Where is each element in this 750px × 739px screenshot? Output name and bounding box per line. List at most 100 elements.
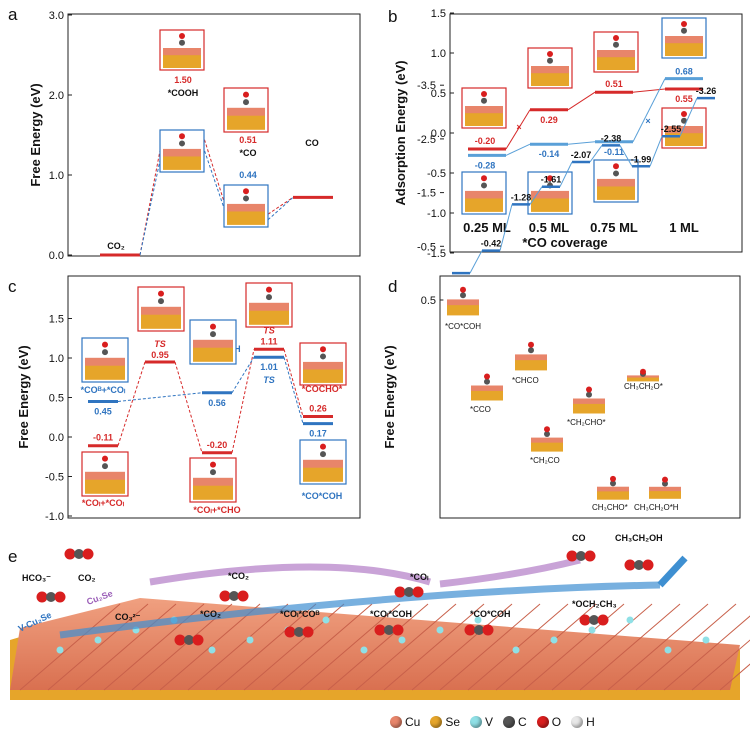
- state-label-cocoh: *CO*COH: [302, 491, 343, 501]
- structure-box-cu-layer: [531, 66, 569, 74]
- co2-top-label: *CO₂: [228, 571, 249, 581]
- y-tick-b-label: 0.5: [431, 88, 446, 100]
- structure-box-se-layer: [531, 195, 569, 212]
- value-label: -3.26: [696, 86, 717, 96]
- structure-box-oxygen: [547, 175, 553, 182]
- connector-red: [231, 349, 255, 453]
- vanadium-atom: [94, 636, 102, 644]
- vanadium-atom: [626, 616, 634, 624]
- structure-box: [661, 107, 707, 149]
- col-top-molecule: [394, 586, 424, 598]
- axes-frame-a: [67, 13, 361, 257]
- structure-box: [189, 319, 237, 365]
- panel-letter-c: c: [8, 277, 17, 296]
- structure-box: [299, 342, 347, 386]
- oxygen-atom: [464, 624, 476, 636]
- structure-box-oxygen: [481, 175, 487, 182]
- oxygen-atom: [624, 559, 636, 571]
- y-tick-d-label: 0.5: [421, 295, 436, 307]
- y-tick-b-label: 0.0: [431, 128, 446, 140]
- vanadium-atom: [474, 616, 482, 624]
- y-tick-b-label: 1.0: [431, 48, 446, 60]
- structure-box-cu-layer: [249, 302, 289, 311]
- structure-image-carbon: [460, 292, 466, 299]
- value-label: 0.51: [605, 79, 623, 89]
- structure-box-se-layer: [193, 482, 233, 500]
- colcoh-label: *COₗ*COH: [370, 609, 412, 619]
- co3-ads-label: CO₃²⁻: [115, 612, 141, 622]
- structure-box-cu-layer: [597, 178, 635, 187]
- structure-image-oxygen: [662, 476, 668, 483]
- atom-row-line: [299, 603, 401, 691]
- structure-box-oxygen: [481, 91, 487, 97]
- value-label: -2.07: [571, 150, 592, 160]
- atom-row-line: [187, 603, 289, 691]
- structure-box: [527, 47, 573, 89]
- structure-box-se-layer: [665, 130, 703, 146]
- structure-box: [137, 286, 185, 332]
- structure-image: [645, 475, 685, 501]
- atom-row-line: [75, 603, 177, 691]
- structure-box-se-layer: [665, 40, 703, 56]
- structure-image-cu-layer: [573, 398, 605, 404]
- ethanol-product-label: CH₃CH₂OH: [615, 533, 663, 543]
- y-tick-c-label: 1.5: [49, 314, 64, 326]
- structure-box: [461, 171, 507, 215]
- structure-box-se-layer: [227, 112, 265, 130]
- co2-molecule: [64, 548, 94, 560]
- legend-label: O: [551, 715, 562, 729]
- structure-box-oxygen: [102, 455, 108, 462]
- co2-gas-label: CO₂: [78, 573, 96, 583]
- value-label: -0.28: [475, 160, 496, 170]
- structure-box-carbon: [210, 469, 216, 476]
- y-tick-b-label: -0.5: [427, 168, 446, 180]
- legend-item-se: Se: [430, 715, 460, 729]
- ts-label: TS: [154, 339, 166, 349]
- y-tick-c-label: 0.5: [49, 393, 64, 405]
- panel-letter-b: b: [388, 7, 397, 26]
- structure-box-carbon: [158, 298, 164, 305]
- carbon-atom: [229, 591, 239, 601]
- category-label: 1 ML: [669, 220, 699, 235]
- structure-image-oxygen: [544, 426, 550, 433]
- atom-row-line: [495, 603, 597, 691]
- structure-image-se-layer: [531, 440, 563, 452]
- state-label-cooh: *COOH: [168, 88, 199, 98]
- structure-box-oxygen: [320, 346, 326, 353]
- structure-box-carbon: [179, 140, 185, 147]
- structure-box-oxygen: [613, 163, 619, 170]
- oxygen-atom: [642, 559, 654, 571]
- connector-blue: [567, 141, 596, 145]
- co-product-label: CO: [572, 533, 586, 543]
- value-label: 1.01: [260, 362, 278, 372]
- structure-box-se-layer: [141, 311, 181, 329]
- y-axis-label-a: Free Energy (eV): [28, 83, 43, 186]
- structure-image-cu-layer: [471, 385, 503, 391]
- structure-image-carbon: [610, 480, 616, 487]
- value-label: 1.11: [260, 336, 277, 346]
- oxygen-atom: [284, 626, 296, 638]
- value-label: 1.50: [174, 75, 192, 85]
- atom-row-line: [159, 603, 261, 691]
- structure-box-cu-layer: [665, 126, 703, 134]
- cross-marker-red: ×: [516, 122, 521, 132]
- structure-box: [245, 282, 293, 328]
- colcob-molecule: [284, 626, 314, 638]
- structure-box-se-layer: [193, 344, 233, 362]
- carbon-atom: [474, 625, 484, 635]
- structure-box: [527, 171, 573, 215]
- atom-row-line: [663, 615, 750, 691]
- structure-image-se-layer: [515, 357, 547, 371]
- atom-row-line: [383, 603, 485, 691]
- structure-box: [189, 457, 237, 503]
- structure-box-carbon: [243, 99, 249, 106]
- connector-blue: [632, 78, 666, 143]
- legend-label: V: [485, 715, 494, 729]
- y-ticks-c: -1.0 -0.5 0.0 0.5 1.0 1.5: [45, 314, 72, 523]
- marks-c: -0.110.95TS-0.201.11TS0.260.450.561.01TS…: [81, 282, 347, 515]
- category-label: 0.5 ML: [529, 220, 570, 235]
- structure-image: [527, 424, 567, 454]
- vanadium-atom: [702, 636, 710, 644]
- panel-b: b Adsorption Energy (eV) *CO coverage -1…: [388, 7, 743, 260]
